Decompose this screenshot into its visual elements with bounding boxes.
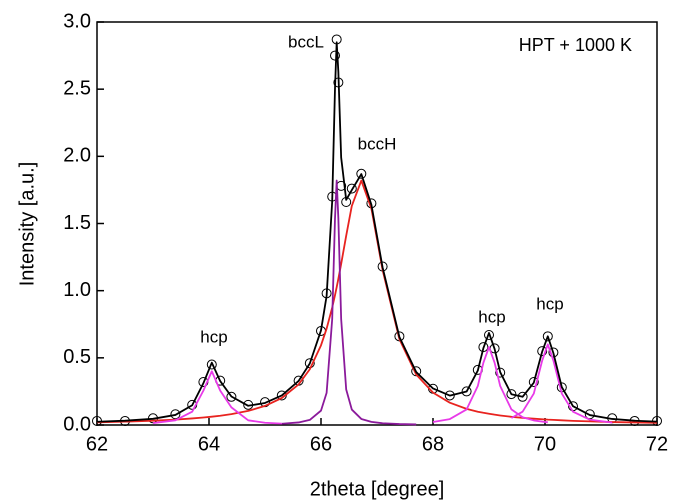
data-point [548,347,559,358]
inset-text: HPT + 1000 K [519,35,632,55]
peak-annotation: hcp [478,307,505,326]
data-point [356,168,367,179]
fit-line [152,370,282,425]
y-tick-label: 2.5 [63,77,91,99]
y-tick-label: 2.0 [63,145,91,167]
data-point [542,331,553,342]
y-tick-label: 0.0 [63,413,91,435]
y-tick-label: 0.5 [63,346,91,368]
x-tick-label: 66 [310,433,332,455]
peak-annotation: bccH [358,134,397,153]
peak-annotation: hcp [536,294,563,313]
fit-line [510,343,613,424]
plot-frame [96,21,658,426]
y-tick-label: 3.0 [63,10,91,32]
data-point [206,359,217,370]
x-tick-label: 64 [198,433,220,455]
x-tick-label: 68 [422,433,444,455]
fit-line [281,179,417,426]
y-tick-label: 1.5 [63,212,91,234]
x-tick-label: 62 [86,433,108,455]
data-point [517,391,528,402]
peak-annotation: bccL [288,32,324,51]
data-point [484,329,494,340]
data-point [528,377,539,388]
data-point [506,389,517,400]
y-axis-label: Intensity [a.u.] [16,162,38,287]
data-point [537,346,548,357]
x-tick-label: 72 [646,433,668,455]
x-tick-label: 70 [534,433,556,455]
data-point [495,367,506,378]
data-point [330,50,340,61]
data-point [226,391,237,402]
fit-line [96,179,658,424]
fit-line [432,346,548,424]
y-tick-label: 1.0 [63,279,91,301]
data-point [346,183,357,194]
data-point [461,386,472,397]
peak-annotation: hcp [200,327,227,346]
fit-line [96,41,658,423]
data-point [444,390,455,401]
x-axis-label: 2theta [degree] [310,478,445,500]
